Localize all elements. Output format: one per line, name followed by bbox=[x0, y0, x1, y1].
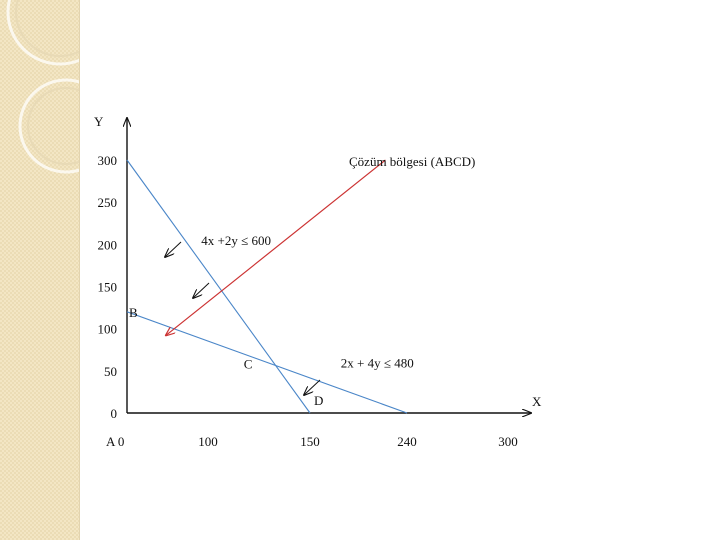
point-label-b: B bbox=[129, 305, 138, 320]
y-tick-label: 200 bbox=[98, 237, 118, 252]
decorative-rings bbox=[6, 0, 79, 174]
point-label-d: D bbox=[314, 393, 323, 408]
x-tick-label: 100 bbox=[198, 434, 218, 449]
point-label-c: C bbox=[244, 356, 253, 371]
x-tick-label: 240 bbox=[397, 434, 417, 449]
y-tick-label: 300 bbox=[98, 153, 118, 168]
y-tick-label: 250 bbox=[98, 195, 118, 210]
direction-arrow bbox=[193, 282, 210, 298]
y-tick-label: 100 bbox=[98, 322, 118, 337]
y-tick-label: 50 bbox=[104, 364, 117, 379]
origin-label: A 0 bbox=[106, 434, 124, 449]
constraint-line-1 bbox=[126, 159, 311, 414]
x-tick-label: 300 bbox=[498, 434, 518, 449]
y-tick-label: 150 bbox=[98, 280, 118, 295]
direction-arrow bbox=[304, 379, 321, 395]
solution-region-label: Çözüm bölgesi (ABCD) bbox=[349, 154, 475, 169]
y-tick-label: 0 bbox=[111, 406, 118, 421]
solution-region-arrow bbox=[166, 159, 386, 335]
x-tick-label: 150 bbox=[300, 434, 320, 449]
x-axis-label: X bbox=[532, 394, 542, 409]
constraint-label-2: 2x + 4y ≤ 480 bbox=[341, 355, 414, 370]
constraint-label-1: 4x +2y ≤ 600 bbox=[201, 233, 271, 248]
side-panel bbox=[0, 0, 80, 540]
y-axis-label: Y bbox=[94, 114, 104, 129]
direction-arrow bbox=[165, 241, 182, 257]
